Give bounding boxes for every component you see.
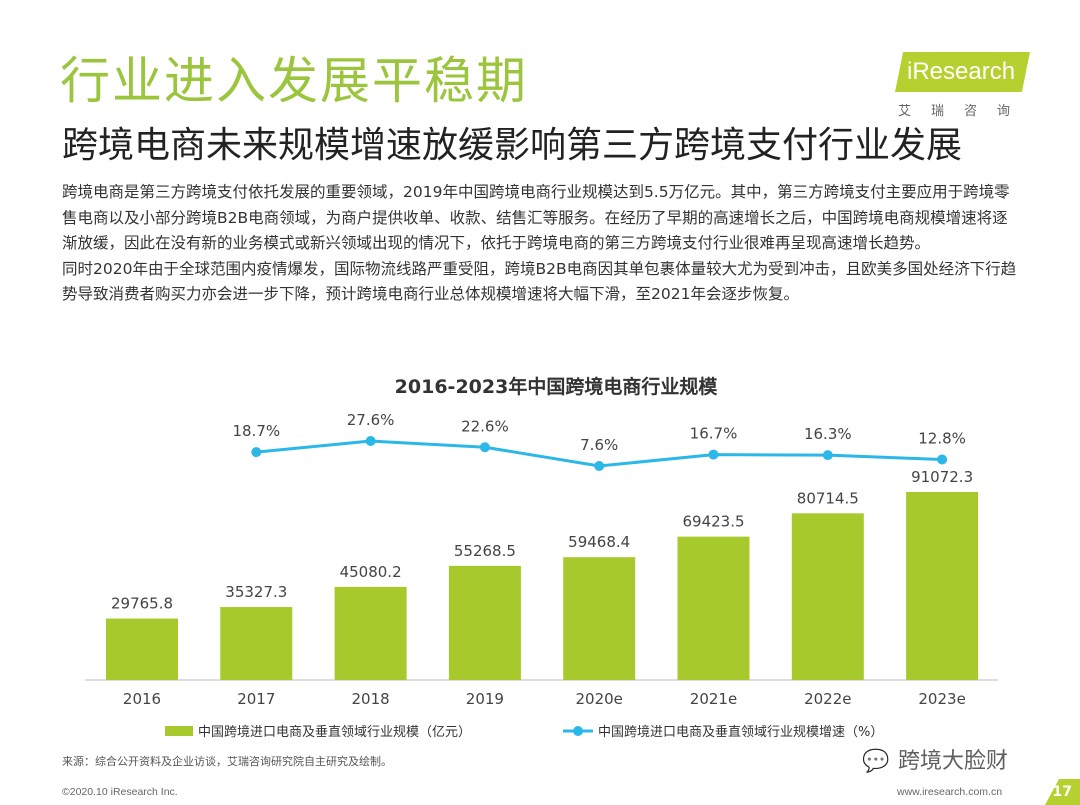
growth-value-label: 12.8% [918,430,966,448]
logo-text: iResearch [907,58,1016,85]
growth-point [708,449,719,460]
bar [677,536,750,680]
chart-title: 2016-2023年中国跨境电商行业规模 [395,375,719,398]
legend-line-label: 中国跨境进口电商及垂直领域行业规模增速（%） [598,725,883,740]
bar-value-label: 59468.4 [568,533,630,551]
bar-value-label: 55268.5 [454,542,516,560]
growth-point [479,442,490,453]
bar-labels-group: 29765.8 35327.3 45080.2 55268.5 59468.4 69423… [111,468,973,613]
source-note: 来源：综合公开资料及企业访谈，艾瑞咨询研究院自主研究及绘制。 [62,755,392,768]
bar [106,618,178,680]
body-paragraph-1: 跨境电商是第三方跨境支付依托发展的重要领域，2019年中国跨境电商行业规模达到5… [62,183,1010,252]
bar-value-label: 91072.3 [911,468,973,486]
wechat-icon: 💬 [862,749,890,774]
iresearch-logo: iResearch 艾瑞咨询 [895,52,1035,122]
x-tick-label: 2020e [575,690,622,708]
watermark: 💬 跨境大脸财 [862,743,1008,775]
growth-point [365,436,376,446]
body-text: 跨境电商是第三方跨境支付依托发展的重要领域，2019年中国跨境电商行业规模达到5… [62,180,1022,308]
bar-value-label: 69423.5 [682,513,744,531]
bars-group [106,491,979,680]
bar-value-label: 45080.2 [340,563,402,581]
growth-value-label: 16.7% [690,425,738,443]
bar [563,557,636,680]
watermark-text: 跨境大脸财 [898,749,1009,774]
bar [448,565,521,680]
growth-point [822,450,833,461]
page-title: 行业进入发展平稳期 [60,52,528,110]
bar [220,607,293,680]
bar [906,491,979,680]
legend-bar-label: 中国跨境进口电商及垂直领域行业规模（亿元） [198,725,471,740]
growth-point [251,447,262,458]
x-tick-label: 2021e [690,690,737,708]
growth-point [937,454,948,465]
bar [334,586,407,680]
x-tick-label: 2018 [352,690,390,708]
logo-cn-text: 艾瑞咨询 [898,104,1031,119]
x-tick-label: 2022e [804,690,851,708]
copyright: ©2020.10 iResearch Inc. [62,786,178,798]
bar-value-label: 29765.8 [111,595,173,613]
website: www.iresearch.com.cn [897,786,1003,798]
legend: 中国跨境进口电商及垂直领域行业规模（亿元） 中国跨境进口电商及垂直领域行业规模增… [165,725,883,740]
body-paragraph-2: 同时2020年由于全球范围内疫情爆发，国际物流线路严重受阻，跨境B2B电商因其单… [62,259,1017,304]
bar-value-label: 80714.5 [797,489,859,507]
growth-value-label: 22.6% [461,417,509,435]
growth-value-label: 16.3% [804,425,852,443]
growth-value-label: 7.6% [580,436,618,454]
legend-line-dot [573,726,583,736]
x-tick-label: 2016 [123,690,161,708]
bar [791,513,864,680]
legend-bar-swatch [165,726,193,736]
x-ticks-group: 2016 2017 2018 2019 2020e 2021e 2022e 2023e [123,690,966,708]
x-tick-label: 2019 [466,690,504,708]
growth-points-group [251,436,948,471]
growth-point [594,461,605,471]
growth-value-label: 27.6% [347,411,395,429]
x-tick-label: 2023e [918,690,965,708]
logo-mark [895,52,1030,92]
x-tick-label: 2017 [237,690,275,708]
growth-labels-group: 18.7% 27.6% 22.6% 7.6% 16.7% 16.3% 12.8% [232,411,965,454]
page-subtitle: 跨境电商未来规模增速放缓影响第三方跨境支付行业发展 [62,125,963,166]
bar-value-label: 35327.3 [225,583,287,601]
growth-value-label: 18.7% [232,422,280,440]
